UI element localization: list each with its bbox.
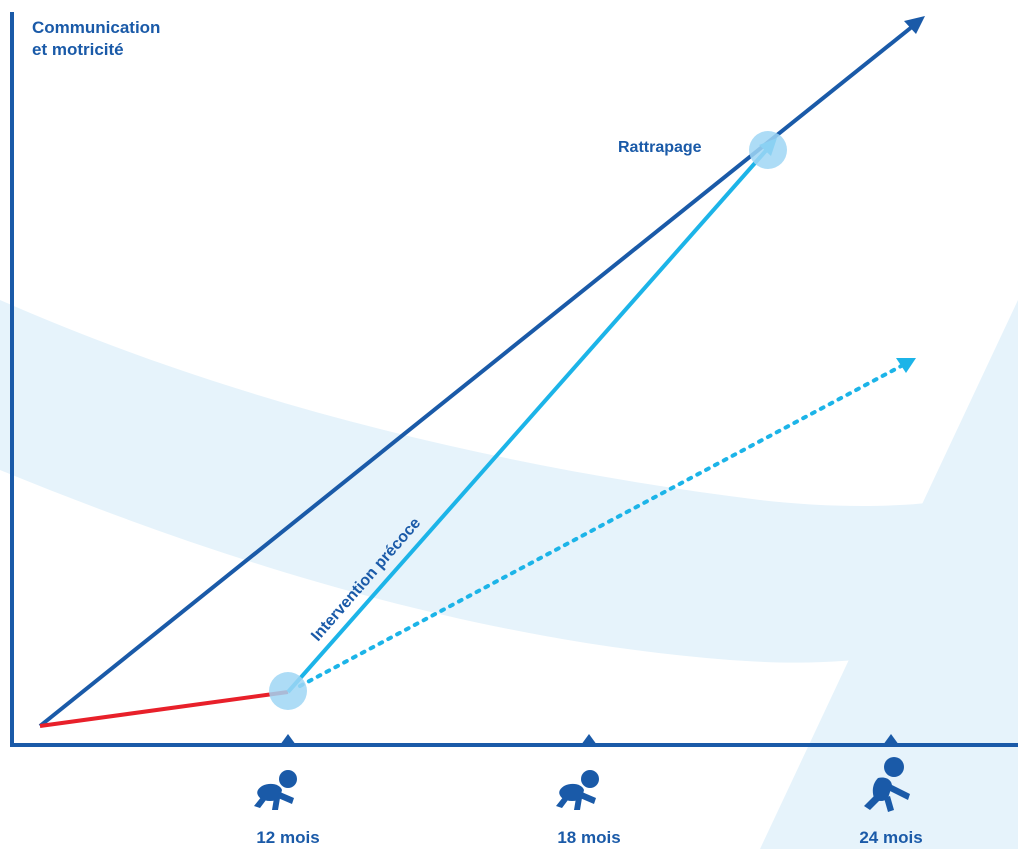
- x-tick-18-mois: [581, 734, 597, 745]
- background-band-right: [760, 300, 1018, 849]
- intervention-start-marker: [269, 672, 307, 710]
- delay-line: [39, 690, 289, 728]
- catch-up-label: Rattrapage: [618, 139, 702, 156]
- crawling-baby-icon: [254, 770, 297, 810]
- catch-up-marker: [749, 131, 787, 169]
- intervention-line: [286, 144, 772, 694]
- x-tick-12-mois: [280, 734, 296, 745]
- x-tick-label: 18 mois: [557, 828, 620, 847]
- background-band: [0, 300, 1018, 663]
- x-tick-24-mois: [883, 734, 899, 745]
- untreated-arrow-head: [896, 358, 916, 373]
- typical-arrow-head: [904, 16, 925, 34]
- y-axis-label: Communication et motricité: [32, 18, 165, 59]
- x-tick-label: 12 mois: [256, 828, 319, 847]
- standing-baby-icon: [864, 757, 910, 812]
- x-tick-label: 24 mois: [859, 828, 922, 847]
- crawling-baby-icon: [556, 770, 599, 810]
- untreated-trajectory-line: [298, 362, 907, 688]
